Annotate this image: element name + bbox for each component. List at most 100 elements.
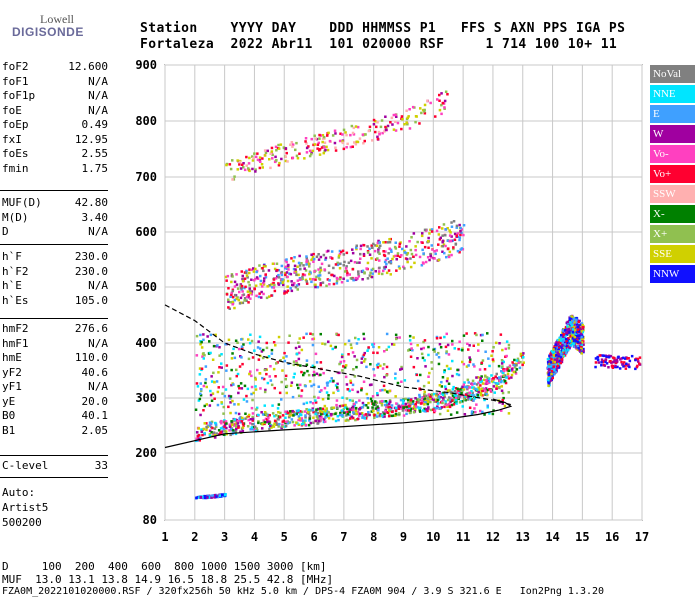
echo-point (355, 246, 358, 249)
echo-point (382, 384, 386, 388)
echo-point (233, 280, 237, 284)
echo-point (392, 343, 396, 346)
param-name: fxI (2, 132, 22, 146)
echo-point (293, 281, 296, 285)
echo-point (571, 340, 575, 343)
echo-point (305, 256, 308, 260)
echo-point (462, 388, 466, 391)
echo-point (247, 413, 251, 417)
echo-point (304, 384, 307, 388)
echo-point (455, 411, 459, 414)
legend-item-noval: NoVal (650, 65, 695, 83)
echo-point (236, 168, 239, 171)
echo-point (624, 367, 628, 370)
echo-point (394, 120, 397, 123)
echo-point (562, 339, 566, 342)
echo-point (261, 285, 264, 288)
echo-point (434, 398, 437, 402)
polarization-legend: NoVal NNE E W Vo- Vo+ SSW X- X+ SSE NNW (650, 65, 695, 285)
echo-point (297, 394, 301, 398)
echo-point (438, 384, 442, 387)
echo-point (436, 394, 439, 397)
echo-point (213, 496, 216, 499)
echo-point (452, 398, 455, 401)
echo-point (230, 420, 233, 423)
echo-point (241, 426, 245, 429)
echo-point (381, 399, 384, 403)
echo-point (359, 244, 363, 248)
echo-point (336, 386, 339, 389)
echo-point (269, 152, 272, 155)
echo-point (485, 388, 488, 392)
echo-point (421, 402, 424, 405)
echo-point (451, 359, 454, 363)
param-value: 42.80 (74, 196, 108, 209)
echo-point (274, 155, 277, 159)
echo-point (281, 281, 285, 284)
echo-point (210, 399, 214, 402)
echo-point (338, 262, 342, 265)
echo-point (596, 358, 600, 362)
echo-point (472, 394, 475, 397)
echo-point (308, 417, 312, 420)
echo-point (370, 257, 373, 260)
echo-point (440, 380, 443, 384)
param-value: N/A (88, 89, 108, 102)
echo-point (289, 413, 293, 417)
echo-point (388, 399, 392, 402)
echo-point (286, 160, 289, 163)
echo-point (289, 272, 293, 276)
echo-point (384, 115, 387, 118)
param-name: yF1 (2, 380, 22, 393)
echo-point (338, 139, 342, 143)
echo-point (359, 252, 362, 256)
echo-point (481, 382, 485, 385)
echo-point (285, 258, 288, 261)
echo-point (262, 292, 265, 296)
echo-point (420, 352, 424, 356)
echo-point (211, 426, 214, 430)
echo-point (339, 413, 342, 417)
echo-point (362, 403, 366, 407)
echo-point (362, 332, 365, 336)
echo-point (410, 236, 413, 239)
echo-point (365, 365, 368, 369)
echo-point (442, 391, 445, 395)
echo-point (386, 124, 390, 128)
echo-point (198, 373, 202, 376)
echo-point (569, 321, 572, 324)
echo-point (290, 141, 294, 144)
x-tick-label: 8 (370, 530, 377, 544)
echo-point (372, 345, 375, 349)
echo-point (305, 363, 309, 366)
echo-point (249, 418, 253, 421)
echo-point (423, 397, 426, 401)
echo-point (440, 392, 443, 395)
echo-point (228, 377, 232, 380)
echo-point (491, 358, 495, 361)
echo-point (365, 392, 369, 396)
echo-point (436, 398, 439, 402)
echo-point (582, 343, 585, 346)
echo-point (384, 400, 388, 403)
echo-point (293, 413, 297, 416)
echo-point (288, 414, 291, 417)
echo-point (251, 398, 254, 402)
echo-point (316, 417, 319, 421)
echo-point (297, 415, 301, 418)
echo-point (423, 390, 426, 394)
echo-point (292, 267, 296, 271)
echo-point (300, 417, 304, 420)
echo-point (341, 353, 344, 356)
echo-point (571, 322, 575, 326)
echo-point (366, 250, 370, 253)
echo-point (332, 379, 335, 383)
echo-point (557, 348, 560, 351)
echo-point (426, 256, 430, 259)
echo-point (553, 358, 557, 361)
echo-point (356, 412, 360, 415)
echo-point (465, 386, 469, 389)
echo-point (459, 233, 462, 237)
echo-point (547, 373, 550, 376)
